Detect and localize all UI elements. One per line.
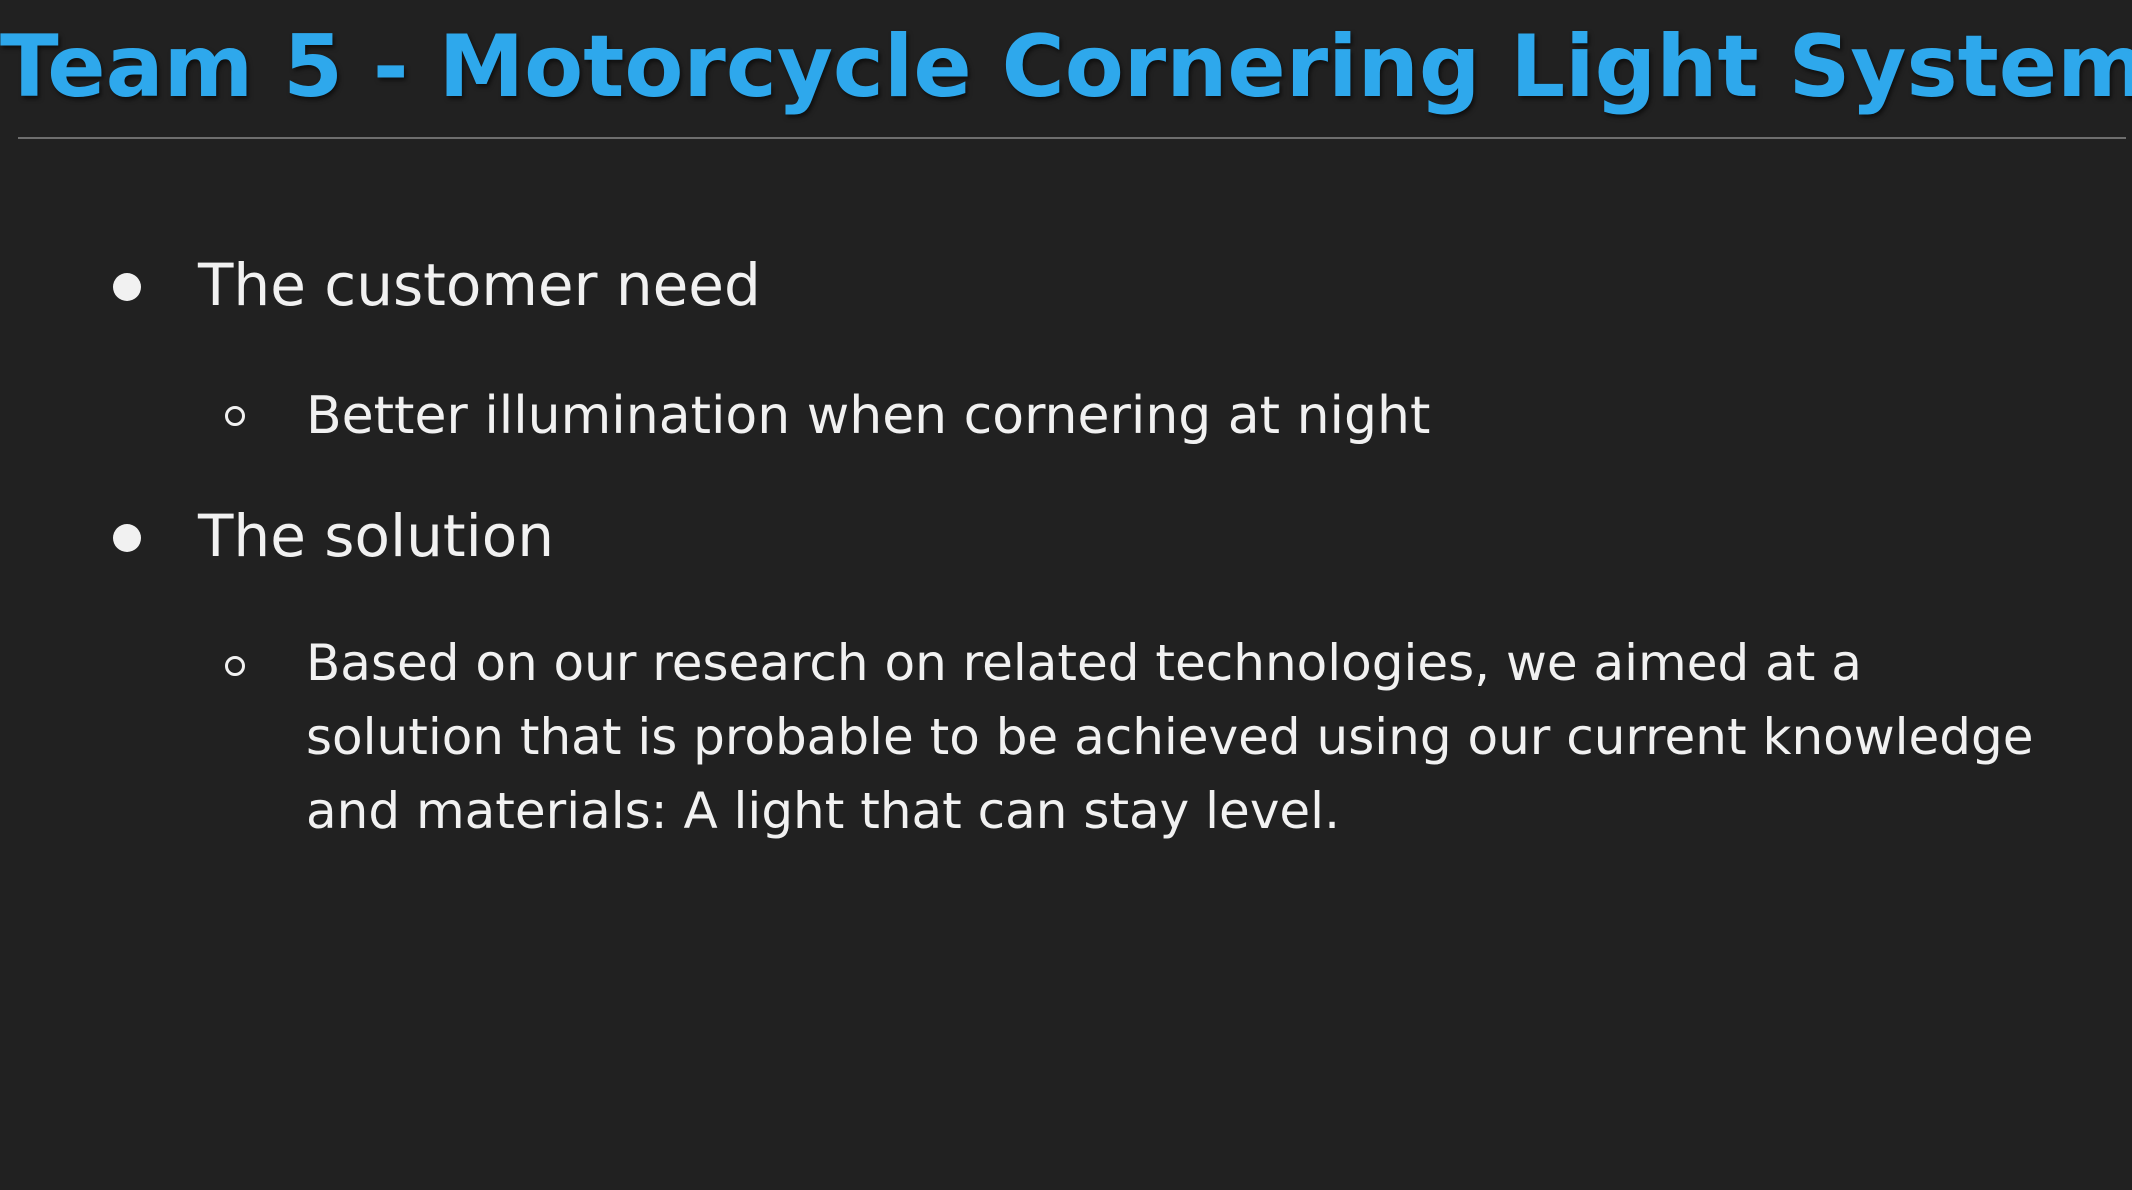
bullet-solution: The solution bbox=[198, 502, 554, 570]
hollow-bullet-icon bbox=[225, 656, 245, 676]
solution-line-1: Based on our research on related technol… bbox=[306, 634, 1862, 692]
solution-line-2: solution that is probable to be achieved… bbox=[306, 708, 2034, 766]
bullet-customer-need: The customer need bbox=[198, 251, 761, 319]
hollow-bullet-icon bbox=[225, 406, 245, 426]
sub-bullet-solution-description: Based on our research on related technol… bbox=[306, 626, 2106, 848]
solution-line-3: and materials: A light that can stay lev… bbox=[306, 782, 1340, 840]
sub-bullet-illumination: Better illumination when cornering at ni… bbox=[306, 386, 1431, 446]
title-divider bbox=[18, 137, 2126, 139]
slide-title: Team 5 - Motorcycle Cornering Light Syst… bbox=[0, 17, 2132, 117]
filled-bullet-icon bbox=[113, 524, 141, 552]
filled-bullet-icon bbox=[113, 273, 141, 301]
